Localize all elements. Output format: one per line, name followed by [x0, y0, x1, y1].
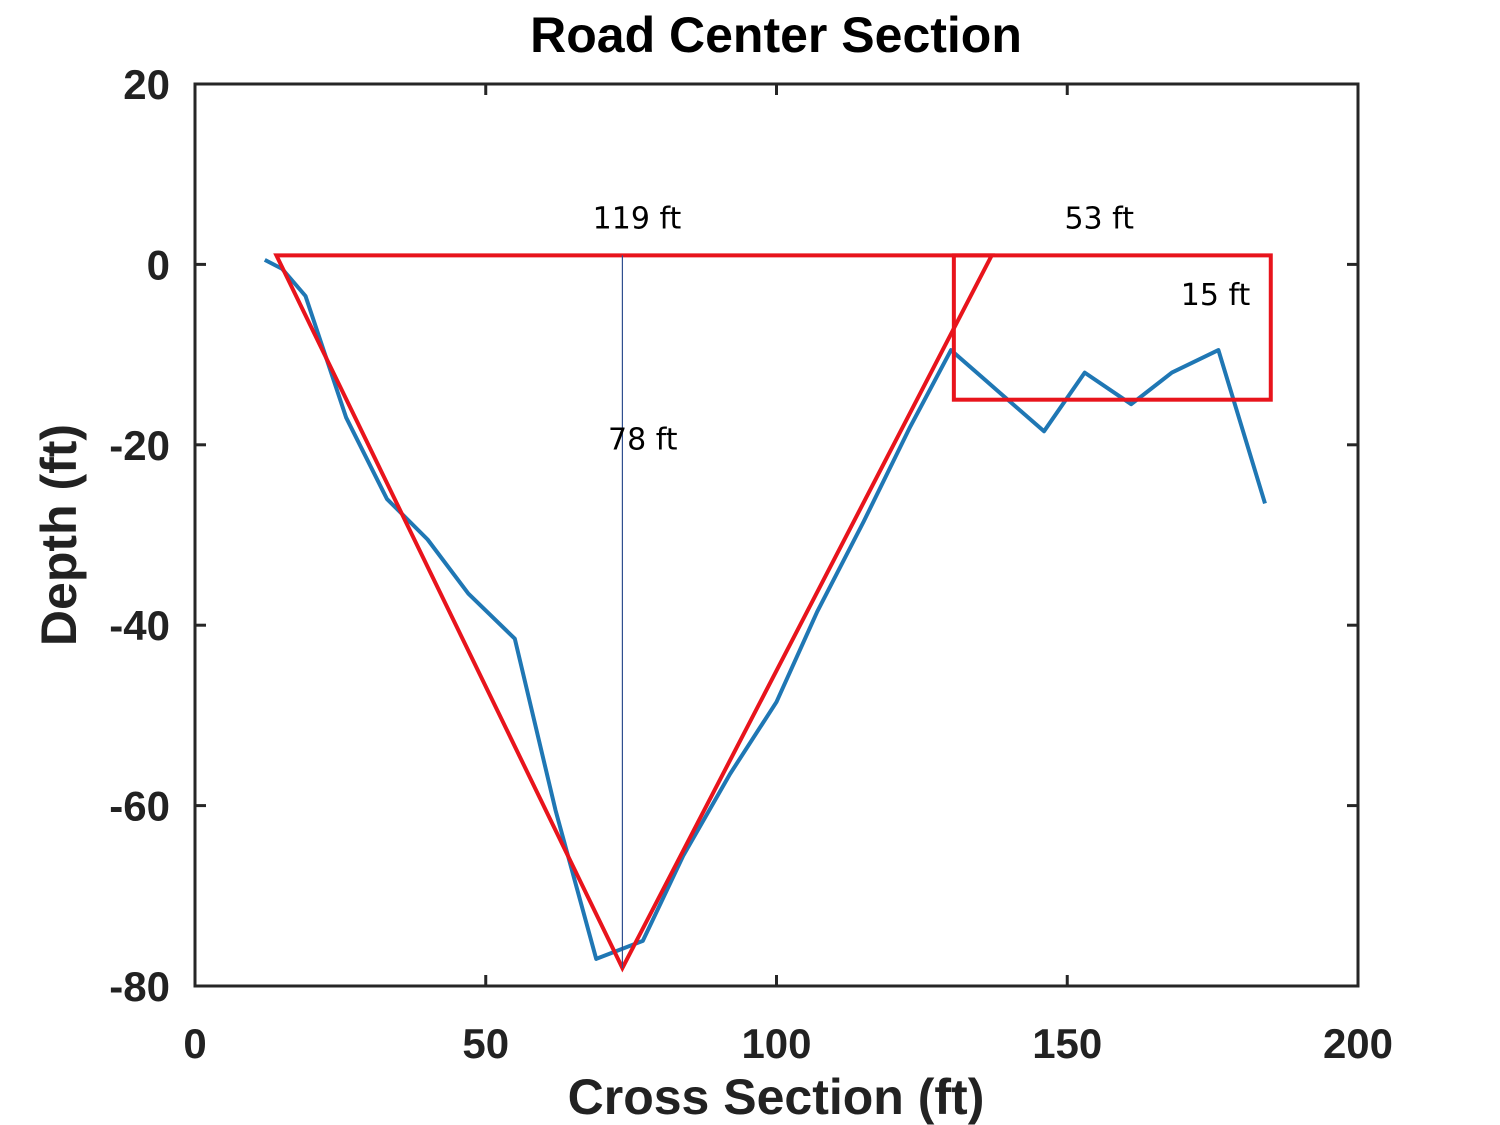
triangle-annotation [273, 253, 995, 973]
y-tick-label: -20 [109, 422, 170, 469]
x-tick-label: 200 [1323, 1020, 1393, 1067]
y-axis-label: Depth (ft) [31, 424, 87, 646]
annotation-label: 15 ft [1181, 278, 1251, 313]
y-tick-label: 20 [123, 61, 170, 108]
plot-frame [193, 82, 1360, 988]
x-tick-label: 100 [741, 1020, 811, 1067]
series-line [263, 258, 1267, 961]
chart-title: Road Center Section [530, 7, 1022, 63]
x-tick-label: 0 [183, 1020, 206, 1067]
x-tick-label: 150 [1032, 1020, 1102, 1067]
annotation-label: 119 ft [593, 201, 682, 236]
x-tick-label: 50 [462, 1020, 509, 1067]
y-tick-label: -60 [109, 783, 170, 830]
x-axis-label: Cross Section (ft) [568, 1069, 985, 1125]
y-tick-label: 0 [147, 241, 170, 288]
y-tick-label: -80 [109, 963, 170, 1010]
box-annotation [951, 253, 1273, 402]
annotation-label: 53 ft [1064, 201, 1134, 236]
annotation-label: 78 ft [608, 422, 678, 457]
y-tick-label: -40 [109, 602, 170, 649]
